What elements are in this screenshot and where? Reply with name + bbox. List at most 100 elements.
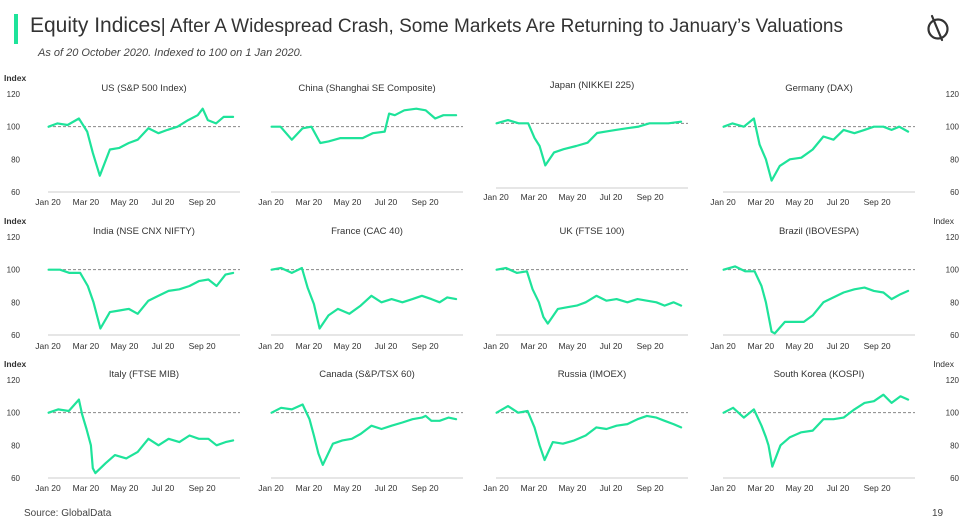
x-tick-label: Mar 20 xyxy=(296,197,323,207)
x-tick-label: Sep 20 xyxy=(637,192,664,202)
x-tick-label: May 20 xyxy=(333,483,361,493)
x-tick-label: Mar 20 xyxy=(296,483,323,493)
x-tick-label: Sep 20 xyxy=(412,197,439,207)
x-tick-label: Sep 20 xyxy=(189,197,216,207)
chart-title: France (CAC 40) xyxy=(331,226,403,237)
y-tick-label: 120 xyxy=(7,233,21,242)
chart-panel: Italy (FTSE MIB) Jan 20 Mar 20 May 20 Jul 20… xyxy=(4,359,240,493)
x-tick-label: May 20 xyxy=(333,197,361,207)
x-tick-label: May 20 xyxy=(558,483,586,493)
series-line xyxy=(495,118,683,167)
chart-panel: South Korea (KOSPI) Jan 20 Mar 20 May 20 Jul… xyxy=(710,359,959,493)
series-line xyxy=(47,398,235,475)
x-tick-label: Sep 20 xyxy=(864,483,891,493)
x-tick-label: Jul 20 xyxy=(827,197,850,207)
y-tick-label: 60 xyxy=(950,331,959,340)
x-tick-label: Mar 20 xyxy=(748,197,775,207)
x-tick-label: Mar 20 xyxy=(748,483,775,493)
chart-panel: Russia (IMOEX) Jan 20 Mar 20 May 20 Jul 20 Se… xyxy=(483,369,688,493)
x-tick-label: Mar 20 xyxy=(748,341,775,351)
x-tick-label: Sep 20 xyxy=(412,341,439,351)
x-tick-label: May 20 xyxy=(110,483,138,493)
chart-panel: Canada (S&P/TSX 60) Jan 20 Mar 20 May 20 Jul… xyxy=(258,369,463,493)
series-line xyxy=(495,405,683,462)
x-tick-label: Sep 20 xyxy=(637,341,664,351)
x-tick-label: Mar 20 xyxy=(521,341,548,351)
series-line xyxy=(722,117,910,182)
x-tick-label: Jul 20 xyxy=(152,483,175,493)
chart-panel: US (S&P 500 Index) Jan 20 Mar 20 May 20 Jul … xyxy=(4,73,240,207)
x-tick-label: Sep 20 xyxy=(412,483,439,493)
page-title-separator: | xyxy=(160,16,170,37)
y-tick-label: 60 xyxy=(950,474,959,483)
x-tick-label: May 20 xyxy=(558,341,586,351)
x-tick-label: Sep 20 xyxy=(637,483,664,493)
x-tick-label: Jul 20 xyxy=(600,192,623,202)
x-tick-label: May 20 xyxy=(333,341,361,351)
y-axis-label: Index xyxy=(4,73,26,83)
chart-panel: France (CAC 40) Jan 20 Mar 20 May 20 Jul 20 S… xyxy=(258,226,463,351)
y-tick-label: 120 xyxy=(946,90,960,99)
y-tick-label: 100 xyxy=(946,409,960,418)
series-line xyxy=(270,403,458,466)
series-line xyxy=(722,393,910,468)
x-tick-label: Jul 20 xyxy=(152,341,175,351)
series-line xyxy=(47,268,235,330)
y-tick-label: 120 xyxy=(946,376,960,385)
chart-panel: UK (FTSE 100) Jan 20 Mar 20 May 20 Jul 20 Sep… xyxy=(483,226,688,351)
y-tick-label: 60 xyxy=(11,474,20,483)
x-tick-label: Jul 20 xyxy=(375,483,398,493)
chart-title: Germany (DAX) xyxy=(785,83,853,94)
x-tick-label: Jul 20 xyxy=(600,483,623,493)
chart-title: Canada (S&P/TSX 60) xyxy=(319,369,415,380)
y-tick-label: 80 xyxy=(950,298,959,307)
x-tick-label: Jan 20 xyxy=(258,483,284,493)
source-note: Source: GlobalData xyxy=(24,508,112,519)
y-tick-label: 100 xyxy=(7,123,21,132)
x-tick-label: Jan 20 xyxy=(35,483,61,493)
x-tick-label: Jan 20 xyxy=(35,341,61,351)
chart-title: China (Shanghai SE Composite) xyxy=(298,83,435,94)
y-tick-label: 100 xyxy=(7,266,21,275)
x-tick-label: Jul 20 xyxy=(375,197,398,207)
y-tick-label: 120 xyxy=(946,233,960,242)
x-tick-label: Jan 20 xyxy=(483,483,509,493)
chart-title: Russia (IMOEX) xyxy=(558,369,627,380)
series-line xyxy=(722,265,910,335)
x-tick-label: Jan 20 xyxy=(483,341,509,351)
chart-panel: Germany (DAX) Jan 20 Mar 20 May 20 Jul 20 Sep… xyxy=(710,83,959,207)
chart-panel: India (NSE CNX NIFTY) Jan 20 Mar 20 May 20 J… xyxy=(4,216,240,351)
x-tick-label: Jul 20 xyxy=(600,341,623,351)
x-tick-label: Jan 20 xyxy=(35,197,61,207)
x-tick-label: Mar 20 xyxy=(73,483,100,493)
page-title: Equity Indices| After A Widespread Crash… xyxy=(30,14,843,38)
x-tick-label: Mar 20 xyxy=(73,197,100,207)
chart-panel: Japan (NIKKEI 225) Jan 20 Mar 20 May 20 Jul … xyxy=(483,80,688,202)
series-line xyxy=(270,107,458,145)
y-tick-label: 100 xyxy=(946,266,960,275)
x-tick-label: May 20 xyxy=(785,197,813,207)
x-tick-label: May 20 xyxy=(558,192,586,202)
page-number: 19 xyxy=(932,508,944,519)
chart-title: Brazil (IBOVESPA) xyxy=(779,226,859,237)
series-line xyxy=(47,107,235,177)
x-tick-label: Jul 20 xyxy=(827,483,850,493)
chart-panel: Brazil (IBOVESPA) Jan 20 Mar 20 May 20 Jul 2… xyxy=(710,216,959,351)
series-line xyxy=(270,266,458,330)
brand-logo-icon xyxy=(927,14,949,42)
y-tick-label: 80 xyxy=(950,441,959,450)
y-axis-label: Index xyxy=(4,359,26,369)
x-tick-label: Mar 20 xyxy=(73,341,100,351)
x-tick-label: Jul 20 xyxy=(827,341,850,351)
x-tick-label: Sep 20 xyxy=(189,483,216,493)
x-tick-label: May 20 xyxy=(785,341,813,351)
chart-title: Italy (FTSE MIB) xyxy=(109,369,179,380)
y-tick-label: 100 xyxy=(7,409,21,418)
y-tick-label: 100 xyxy=(946,123,960,132)
chart-title: Japan (NIKKEI 225) xyxy=(550,80,635,91)
series-line xyxy=(495,266,683,325)
chart-title: US (S&P 500 Index) xyxy=(101,83,186,94)
x-tick-label: Sep 20 xyxy=(189,341,216,351)
x-tick-label: Jan 20 xyxy=(710,197,736,207)
x-tick-label: May 20 xyxy=(785,483,813,493)
